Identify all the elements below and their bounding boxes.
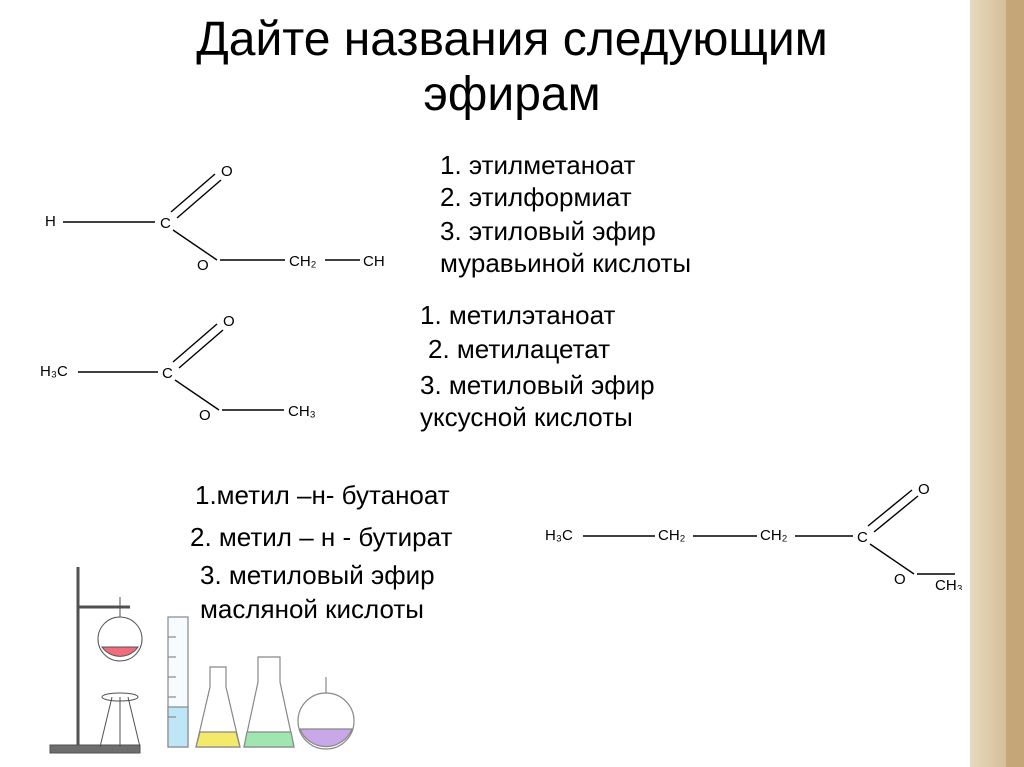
atom-ch3-2: CH₃ <box>288 403 316 420</box>
ester2-name3a: 3. метиловый эфир <box>420 370 655 401</box>
atom-a2: CH₂ <box>658 527 686 544</box>
atom-a3: CH₂ <box>760 527 788 544</box>
atom-o-top-2: O <box>223 313 235 330</box>
page-title: Дайте названия следующим эфирам <box>0 12 1024 122</box>
atom-o-bot: O <box>197 257 209 270</box>
ester2-name3b: уксусной кислоты <box>420 402 633 433</box>
ester2-name2: 2. метилацетат <box>428 334 610 365</box>
atom-ch3-3: CH₃ <box>935 577 963 590</box>
atom-o-bot-3: O <box>894 571 906 588</box>
ester2-name1: 1. метилэтаноат <box>420 300 615 331</box>
glassware-decoration <box>40 547 390 767</box>
ester1-name3a: 3. этиловый эфир <box>440 216 656 247</box>
atom-h3c: H₃C <box>40 363 68 380</box>
atom-ch2: CH₂ <box>289 253 317 270</box>
ester1-name2: 2. этилформиат <box>440 182 632 213</box>
ester1-name3b: муравьиной кислоты <box>440 248 691 279</box>
struct-2: H₃C C O O CH₃ <box>40 310 340 420</box>
atom-c-2: C <box>162 365 173 382</box>
atom-c-3: C <box>857 529 868 546</box>
atom-o-bot-2: O <box>199 407 211 420</box>
title-line-1: Дайте названия следующим <box>196 13 827 66</box>
struct-3: H₃C CH₂ CH₂ C O O CH₃ <box>545 480 965 590</box>
ester3-name1: 1.метил –н- бутаноат <box>195 480 450 511</box>
atom-h: H <box>45 213 56 230</box>
atom-o-top-3: O <box>918 481 930 498</box>
atom-ch3: CH₃ <box>363 253 385 270</box>
atom-a1: H₃C <box>545 527 573 544</box>
atom-c: C <box>160 215 171 232</box>
title-line-2: эфирам <box>423 68 600 121</box>
ester1-name1: 1. этилметаноат <box>440 150 635 181</box>
atom-o-top: O <box>221 163 233 180</box>
struct-1: H C O O CH₂ CH₃ <box>45 160 385 270</box>
